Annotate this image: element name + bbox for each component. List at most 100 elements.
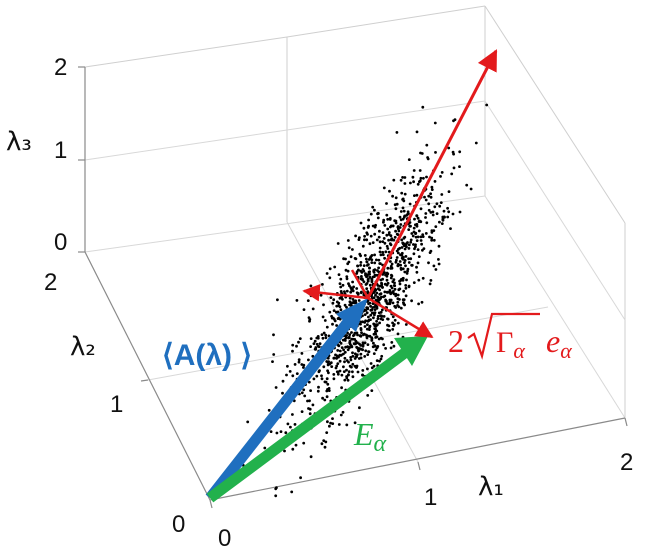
scatter-point (381, 277, 384, 281)
scatter-point (386, 317, 390, 321)
scatter-point (379, 292, 383, 296)
scatter-point (415, 270, 419, 274)
scatter-point (398, 298, 401, 301)
scatter-point (440, 193, 444, 196)
scatter-point (367, 270, 371, 274)
y-tick-2: 2 (44, 269, 57, 296)
scatter-point (338, 296, 342, 300)
scatter-point (389, 234, 393, 238)
scatter-point (381, 253, 385, 257)
scatter-point (371, 205, 375, 209)
scatter-point (330, 316, 334, 320)
scatter-point (323, 445, 327, 449)
scatter-point (412, 180, 415, 184)
scatter-point (416, 248, 420, 252)
scatter-point (353, 352, 357, 356)
scatter-point (332, 298, 336, 302)
scatter-point (399, 266, 403, 270)
scatter-point (383, 294, 387, 298)
scatter-point (469, 187, 473, 191)
scatter-point (403, 261, 406, 264)
scatter-point (458, 210, 462, 214)
scatter-point (373, 261, 377, 265)
sqrt-sign (467, 312, 540, 360)
scatter-point (432, 238, 436, 242)
scatter-point (377, 212, 380, 215)
e-alpha-subscript: α (374, 431, 387, 457)
scatter-point (337, 273, 341, 276)
scatter-point (328, 310, 332, 314)
scatter-point (363, 325, 367, 328)
scatter-point (373, 232, 377, 236)
scatter-point (353, 357, 357, 360)
scatter-point (425, 221, 429, 225)
scatter-point (437, 258, 440, 261)
scatter-point (357, 349, 360, 353)
scatter-point (408, 202, 412, 206)
scatter-point (340, 373, 344, 377)
scatter-point (365, 275, 368, 279)
scatter-point (372, 352, 376, 355)
scatter-point (318, 342, 322, 345)
principal-axis-major (366, 49, 498, 299)
scatter-point (391, 224, 395, 228)
scatter-point (339, 308, 343, 312)
scatter-point (347, 260, 351, 264)
scatter-point (342, 365, 345, 369)
scatter-point (368, 275, 372, 279)
scatter-point (327, 389, 331, 392)
scatter-point (339, 277, 343, 281)
scatter-point (388, 189, 391, 193)
scatter-point (344, 268, 348, 272)
scatter-point (415, 130, 419, 134)
scatter-point (359, 261, 363, 264)
scatter-point (339, 413, 343, 417)
scatter-point (364, 272, 367, 275)
scatter-point (401, 206, 405, 210)
scatter-point (393, 235, 397, 239)
scatter-point (359, 263, 362, 267)
scatter-point (348, 296, 352, 300)
scatter-point (330, 365, 334, 368)
scatter-point (374, 348, 378, 352)
e-alpha-vector-shaft (206, 347, 410, 503)
scatter-point (376, 317, 380, 320)
scatter-point (325, 395, 329, 399)
scatter-point (451, 212, 455, 216)
scatter-point (465, 183, 469, 187)
scatter-point (364, 283, 368, 286)
scatter-point (427, 194, 431, 198)
scatter-point (336, 349, 340, 352)
scatter-point (366, 367, 369, 371)
scatter-point (346, 269, 350, 273)
scatter-point (342, 257, 345, 261)
scatter-point (272, 333, 275, 337)
scatter-point (386, 247, 390, 250)
scatter-point (424, 198, 428, 202)
scatter-point (378, 262, 382, 265)
scatter-point (382, 343, 386, 347)
scatter-point (381, 231, 385, 235)
scatter-point (375, 258, 378, 262)
scatter-point (419, 151, 422, 155)
scatter-point (336, 372, 340, 376)
principal-axis-left (302, 284, 369, 302)
scatter-point (433, 121, 437, 125)
scatter-point (409, 181, 412, 185)
scatter-point (306, 299, 310, 302)
scatter-point (337, 301, 341, 305)
scatter-point (372, 332, 376, 336)
axis-labels: λ₃ λ₂ λ₁ (6, 127, 504, 502)
scatter-point (393, 318, 397, 322)
scatter-point (386, 302, 390, 306)
scatter-point (379, 357, 383, 361)
scatter-point (393, 281, 396, 285)
scatter-point (369, 212, 373, 216)
scatter-point (323, 380, 327, 384)
scatter-point (333, 356, 336, 360)
scatter-point (351, 351, 354, 355)
scatter-point (418, 169, 422, 172)
scatter-point (404, 286, 408, 290)
scatter-point (322, 365, 326, 369)
